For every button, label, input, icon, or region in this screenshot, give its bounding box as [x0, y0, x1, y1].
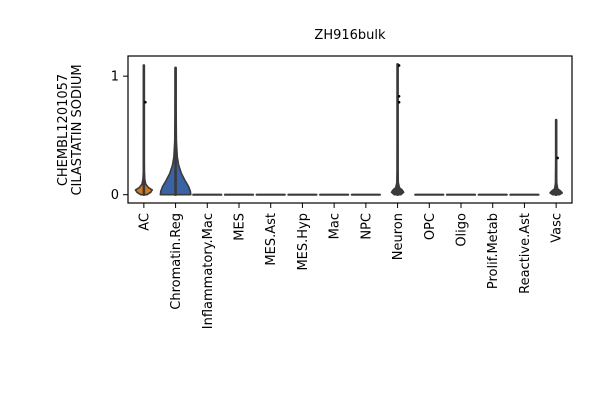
y-axis: 01 [111, 70, 128, 203]
x-tick-label-vasc: Vasc [550, 213, 565, 243]
plot-frame [127, 55, 573, 204]
x-tick-label-mac: Mac [328, 213, 343, 239]
x-tick-label-ac: AC [137, 213, 152, 231]
y-tick-label-1: 1 [111, 70, 119, 85]
x-tick-label-prolif-metab: Prolif.Metab [486, 213, 501, 289]
data-point-neuron-1 [397, 95, 401, 98]
x-tick-label-opc: OPC [423, 213, 438, 240]
x-tick-label-chromatin-reg: Chromatin.Reg [169, 213, 184, 310]
y-axis-label-line2: CILASTATIN SODIUM [70, 64, 85, 195]
data-point-vasc-0 [556, 156, 559, 160]
x-tick-label-npc: NPC [359, 213, 374, 240]
x-tick-label-mes-hyp: MES.Hyp [296, 213, 311, 271]
y-tick-label-0: 0 [111, 188, 119, 203]
x-tick-label-mes: MES [233, 213, 248, 241]
data-point-neuron-0 [397, 100, 401, 104]
x-axis: AC Chromatin.Reg Inflammatory.Mac MES MES.As… [137, 203, 565, 329]
y-axis-label-line1: CHEMBL1201057 [56, 74, 71, 186]
chart-title: ZH916bulk [314, 28, 386, 43]
data-point-neuron-2 [397, 64, 401, 67]
x-tick-label-neuron: Neuron [391, 213, 406, 260]
plot-area [134, 62, 564, 197]
x-tick-label-oligo: Oligo [455, 213, 470, 247]
x-tick-label-inflammatory-mac: Inflammatory.Mac [201, 213, 216, 329]
data-point-ac-0 [144, 100, 147, 104]
x-tick-label-mes-ast: MES.Ast [264, 213, 279, 266]
x-tick-label-reactive-ast: Reactive.Ast [518, 213, 533, 294]
